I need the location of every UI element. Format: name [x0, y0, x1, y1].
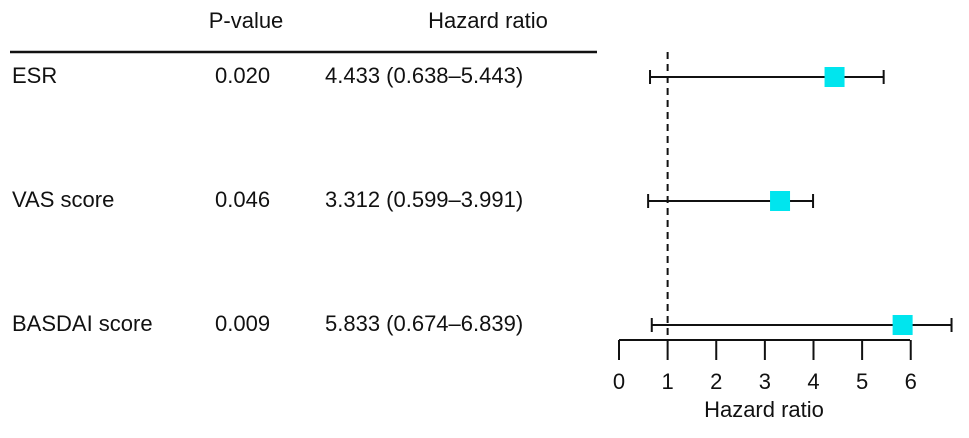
hazard-ratio-text: 3.312 (0.599–3.991) [325, 187, 523, 212]
x-axis-label: Hazard ratio [704, 397, 824, 422]
x-tick-label: 5 [856, 369, 868, 394]
row-label: VAS score [12, 187, 114, 212]
hazard-ratio-text: 4.433 (0.638–5.443) [325, 63, 523, 88]
row-label: ESR [12, 63, 57, 88]
point-estimate [824, 67, 845, 87]
x-tick-label: 2 [710, 369, 722, 394]
p-value: 0.009 [215, 311, 270, 336]
p-value: 0.046 [215, 187, 270, 212]
x-tick-label: 3 [759, 369, 771, 394]
point-estimate [770, 191, 791, 211]
x-tick-label: 6 [905, 369, 917, 394]
hazard-ratio-text: 5.833 (0.674–6.839) [325, 311, 523, 336]
p-value: 0.020 [215, 63, 270, 88]
column-header: Hazard ratio [428, 8, 548, 33]
row-label: BASDAI score [12, 311, 153, 336]
x-tick-label: 4 [807, 369, 819, 394]
x-tick-label: 1 [661, 369, 673, 394]
x-tick-label: 0 [613, 369, 625, 394]
column-header: P-value [209, 8, 284, 33]
point-estimate [892, 315, 913, 335]
